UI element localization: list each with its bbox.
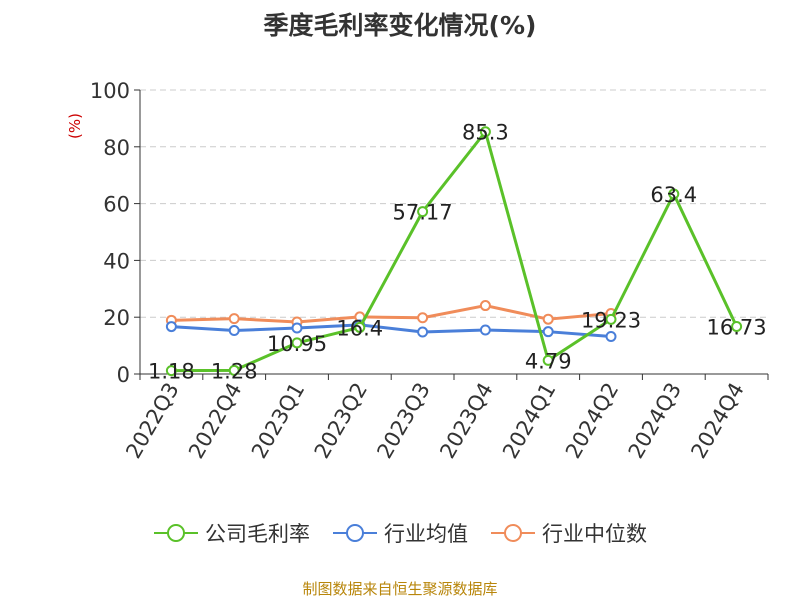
data-label: 16.4 (336, 316, 383, 340)
data-point (668, 188, 680, 200)
y-axis-label: (%) (66, 113, 84, 139)
data-point (417, 312, 429, 324)
legend: 公司毛利率 行业均值 行业中位数 (0, 518, 800, 548)
series-line (171, 323, 612, 339)
legend-label-industry-mean: 行业均值 (384, 522, 468, 546)
data-point (291, 337, 303, 349)
y-tick-label: 20 (103, 306, 130, 330)
chart-title: 季度毛利率变化情况(%) (263, 11, 537, 40)
x-tick-label: 2023Q3 (372, 378, 434, 462)
y-tick-label: 40 (103, 249, 130, 273)
data-label: 19.23 (581, 308, 641, 332)
data-point (417, 206, 429, 218)
data-label: 85.3 (462, 121, 509, 145)
x-tick-label: 2024Q1 (498, 379, 560, 463)
data-point (165, 321, 177, 333)
y-tick-label: 80 (103, 136, 130, 160)
x-tick-label: 2022Q4 (184, 379, 246, 463)
legend-label-company: 公司毛利率 (205, 522, 310, 546)
x-tick-label: 2022Q3 (121, 379, 183, 463)
data-point (479, 300, 491, 312)
y-tick-label: 100 (90, 79, 130, 103)
y-tick-label: 0 (117, 363, 130, 387)
data-label: 4.79 (525, 349, 572, 373)
data-point (479, 126, 491, 138)
legend-item-industry-median[interactable]: 行业中位数 (490, 518, 647, 548)
data-point (542, 313, 554, 325)
data-point (605, 313, 617, 325)
data-point (165, 365, 177, 377)
data-point (731, 320, 743, 332)
data-label: 63.4 (650, 183, 697, 207)
data-point (479, 324, 491, 336)
legend-marker-industry-mean (333, 524, 377, 542)
x-tick-label: 2024Q4 (686, 379, 748, 463)
data-point (542, 326, 554, 338)
x-tick-label: 2023Q2 (310, 379, 372, 463)
data-point (228, 313, 240, 325)
data-label: 16.73 (707, 315, 767, 339)
data-label: 57.17 (393, 201, 453, 225)
data-label: 1.18 (148, 360, 195, 384)
data-point (291, 322, 303, 334)
legend-marker-industry-median (491, 524, 535, 542)
data-point (228, 325, 240, 337)
legend-marker-company (154, 524, 198, 542)
data-point (542, 354, 554, 366)
data-point (605, 331, 617, 343)
x-tick-label: 2024Q2 (561, 379, 623, 463)
data-point (354, 321, 366, 333)
series-line (171, 130, 738, 373)
legend-item-industry-mean[interactable]: 行业均值 (332, 518, 468, 548)
data-source-note: 制图数据来自恒生聚源数据库 (302, 580, 498, 598)
x-tick-label: 2023Q4 (435, 379, 497, 463)
data-label: 10.95 (267, 332, 327, 356)
y-tick-label: 60 (103, 193, 130, 217)
data-label: 1.28 (211, 359, 258, 383)
x-tick-label: 2024Q3 (624, 379, 686, 463)
x-tick-label: 2023Q1 (247, 379, 309, 463)
data-point (228, 364, 240, 376)
legend-label-industry-median: 行业中位数 (542, 522, 647, 546)
legend-item-company[interactable]: 公司毛利率 (153, 518, 310, 548)
data-point (417, 326, 429, 338)
